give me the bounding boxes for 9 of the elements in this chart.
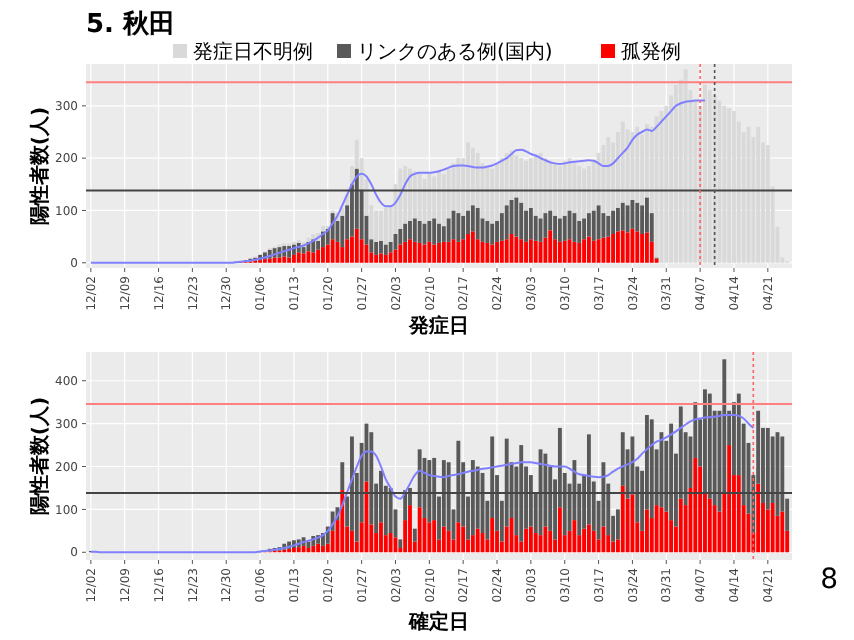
y-axis-title: 陽性者数(人) [28,396,52,516]
x-axis-title: 発症日 [407,314,469,338]
y-axis-title: 陽性者数(人) [28,106,52,226]
text: 8 [820,564,838,596]
legend-label: 孤発例 [621,40,681,64]
chart-title: 5. 秋田 [86,10,176,40]
x-axis-title: 確定日 [407,610,469,634]
legend-label: 発症日不明例 [193,40,313,64]
legend-label: リンクのある例(国内) [357,40,553,64]
